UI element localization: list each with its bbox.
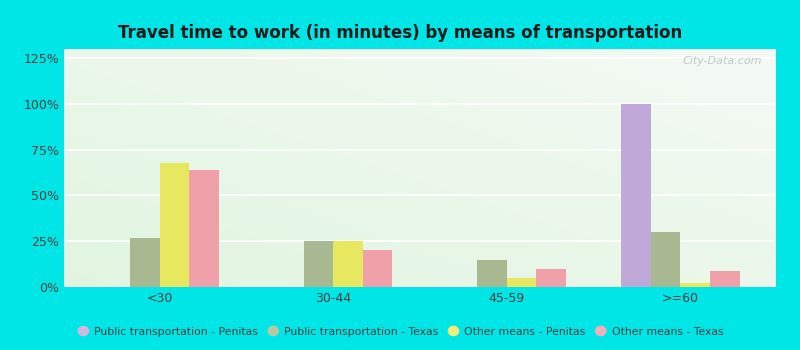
Bar (362, 250, 392, 287)
Bar (189, 170, 218, 287)
Bar (130, 238, 159, 287)
Bar (304, 241, 333, 287)
Text: City-Data.com: City-Data.com (682, 56, 762, 66)
Bar (507, 278, 536, 287)
Bar (622, 104, 651, 287)
Bar (681, 284, 710, 287)
Bar (710, 271, 739, 287)
Text: Travel time to work (in minutes) by means of transportation: Travel time to work (in minutes) by mean… (118, 25, 682, 42)
Bar (159, 162, 189, 287)
Bar (333, 241, 362, 287)
Bar (536, 269, 566, 287)
Bar (651, 232, 681, 287)
Legend: Public transportation - Penitas, Public transportation - Texas, Other means - Pe: Public transportation - Penitas, Public … (73, 322, 727, 341)
Bar (478, 260, 507, 287)
